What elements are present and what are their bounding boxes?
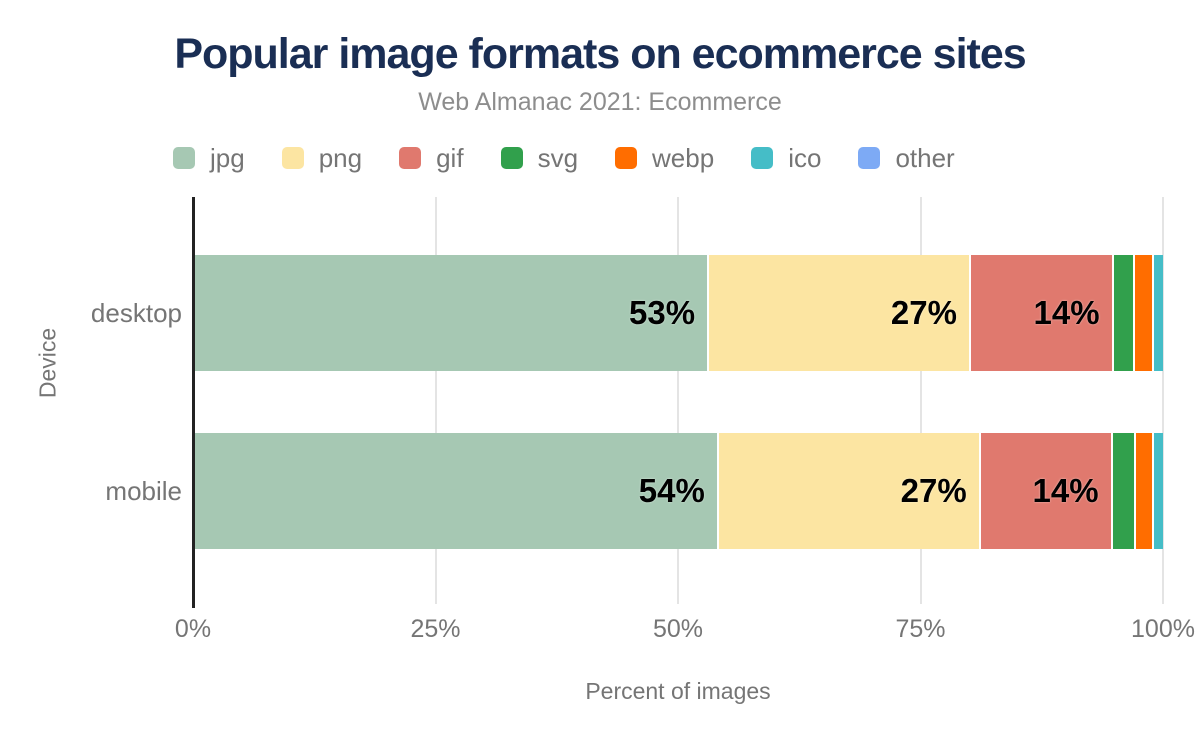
legend-item-jpg[interactable]: jpg (173, 145, 245, 171)
bar-segment-mobile-svg[interactable] (1110, 433, 1134, 549)
gridline-25% (434, 197, 437, 604)
x-tick-label-0%: 0% (174, 615, 212, 643)
data-label-mobile-jpg: 54% (638, 472, 705, 509)
bar-segment-desktop-ico[interactable] (1152, 255, 1163, 371)
legend-item-webp[interactable]: webp (615, 145, 714, 171)
bar-segment-mobile-ico[interactable] (1152, 433, 1163, 549)
legend-swatch-png (281, 147, 304, 169)
x-tick-label-25%: 25% (410, 615, 461, 643)
bar-segment-mobile-gif[interactable]: 14% (978, 433, 1111, 549)
bar-segment-desktop-gif[interactable]: 14% (969, 255, 1112, 371)
legend-label: ico (788, 143, 822, 173)
x-axis-title: Percent of images (585, 678, 771, 704)
x-tick-label-100%: 100% (1131, 615, 1195, 643)
legend-label: svg (537, 143, 579, 173)
y-category-label-mobile: mobile (105, 475, 182, 506)
chart-title: Popular image formats on ecommerce sites (174, 30, 1026, 78)
legend: jpg png gif svg webp ico other (173, 145, 955, 171)
x-tick-label-50%: 50% (652, 615, 704, 643)
bar-segment-desktop-jpg[interactable]: 53% (195, 255, 708, 371)
legend-swatch-other (858, 147, 881, 169)
legend-label: jpg (210, 143, 245, 173)
data-label-desktop-gif: 14% (1033, 294, 1100, 331)
legend-item-ico[interactable]: ico (751, 145, 821, 171)
bar-segment-mobile-png[interactable]: 27% (716, 433, 979, 549)
gridline-100% (1162, 197, 1164, 604)
legend-label: webp (652, 143, 715, 173)
legend-item-png[interactable]: png (281, 143, 363, 173)
legend-item-svg[interactable]: svg (500, 143, 579, 173)
y-category-label-desktop: desktop (90, 297, 182, 328)
data-label-desktop-png: 27% (890, 294, 957, 331)
legend-item-gif[interactable]: gif (399, 143, 464, 173)
legend-swatch-svg (500, 147, 523, 169)
bar-row-desktop: 53% 27% 14% (0, 255, 1200, 371)
legend-label: png (318, 143, 363, 173)
chart-subtitle: Web Almanac 2021: Ecommerce (418, 88, 782, 116)
legend-swatch-jpg (173, 147, 195, 169)
data-label-desktop-jpg: 53% (629, 294, 696, 331)
gridline-75% (919, 197, 922, 604)
bar-segment-desktop-png[interactable]: 27% (707, 255, 969, 371)
y-axis-line (192, 197, 195, 608)
gridline-50% (677, 197, 679, 604)
legend-swatch-webp (615, 147, 638, 169)
bar-segment-mobile-webp[interactable] (1133, 433, 1153, 549)
data-label-mobile-gif: 14% (1032, 472, 1099, 509)
legend-label: gif (436, 143, 464, 173)
bar-segment-desktop-svg[interactable] (1111, 255, 1133, 371)
legend-item-other[interactable]: other (858, 143, 955, 173)
legend-swatch-gif (399, 147, 422, 169)
bar-segment-mobile-jpg[interactable]: 54% (195, 433, 717, 549)
bar-row-mobile: 54% 27% 14% (0, 433, 1200, 549)
data-label-mobile-png: 27% (900, 472, 967, 509)
y-axis-title: Device (34, 327, 61, 399)
legend-swatch-ico (751, 147, 774, 169)
x-tick-label-75%: 75% (895, 615, 946, 643)
legend-label: other (895, 143, 955, 173)
bar-segment-desktop-webp[interactable] (1132, 255, 1153, 371)
